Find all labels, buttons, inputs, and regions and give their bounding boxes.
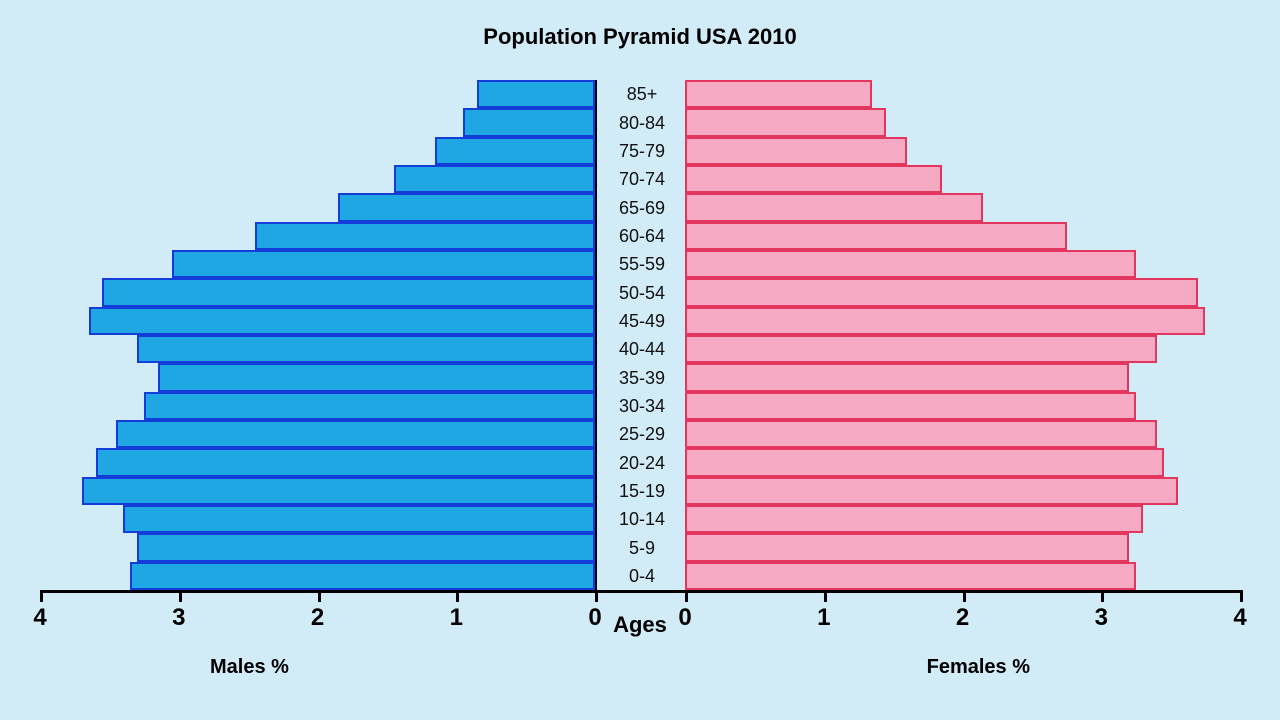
female-bar — [685, 193, 983, 221]
age-label: 35-39 — [597, 369, 687, 387]
axis-tick — [824, 590, 827, 602]
female-bar — [685, 533, 1129, 561]
female-bar — [685, 420, 1157, 448]
male-bar — [137, 533, 595, 561]
age-label: 80-84 — [597, 114, 687, 132]
male-bar — [89, 307, 595, 335]
male-bar — [477, 80, 595, 108]
female-bar — [685, 108, 886, 136]
axis-tick — [179, 590, 182, 602]
age-labels-column: 85+ 80-84 75-79 70-74 65-69 60-64 55-59 50-54 45… — [595, 80, 689, 590]
age-label: 50-54 — [597, 284, 687, 302]
female-bar — [685, 335, 1157, 363]
axis-tick — [963, 590, 966, 602]
age-label: 25-29 — [597, 425, 687, 443]
female-bar — [685, 477, 1178, 505]
females-label: Females % — [927, 656, 1030, 679]
male-bar — [394, 165, 595, 193]
female-bar — [685, 278, 1198, 306]
male-bar — [137, 335, 595, 363]
axis-tick — [685, 590, 688, 602]
age-label: 70-74 — [597, 170, 687, 188]
age-label: 55-59 — [597, 255, 687, 273]
female-bar — [685, 80, 872, 108]
age-label: 30-34 — [597, 397, 687, 415]
male-bars — [40, 80, 595, 590]
age-label: 15-19 — [597, 482, 687, 500]
age-label: 20-24 — [597, 454, 687, 472]
age-label: 45-49 — [597, 312, 687, 330]
age-label: 0-4 — [597, 567, 687, 585]
male-bar — [123, 505, 595, 533]
axis-tick — [595, 590, 598, 602]
age-label: 40-44 — [597, 340, 687, 358]
female-bar — [685, 165, 942, 193]
female-bar — [685, 250, 1136, 278]
male-bar — [96, 448, 596, 476]
male-bar — [435, 137, 595, 165]
male-bar — [255, 222, 595, 250]
axis-tick — [1101, 590, 1104, 602]
axis-tick — [456, 590, 459, 602]
female-bar — [685, 137, 907, 165]
male-bar — [144, 392, 595, 420]
age-label: 10-14 — [597, 510, 687, 528]
male-bar — [172, 250, 595, 278]
male-bar — [130, 562, 595, 590]
male-bar — [158, 363, 595, 391]
axis-tick — [318, 590, 321, 602]
female-bar — [685, 392, 1136, 420]
female-bar — [685, 562, 1136, 590]
age-label: 5-9 — [597, 539, 687, 557]
x-axis-line — [40, 590, 1240, 593]
male-bar — [338, 193, 595, 221]
age-label: 85+ — [597, 85, 687, 103]
chart-title: Population Pyramid USA 2010 — [0, 24, 1280, 50]
age-label: 75-79 — [597, 142, 687, 160]
female-bar — [685, 307, 1205, 335]
male-bar — [102, 278, 595, 306]
ages-axis-label: Ages — [0, 612, 1280, 638]
female-bar — [685, 363, 1129, 391]
female-bar — [685, 505, 1143, 533]
female-bar — [685, 222, 1067, 250]
male-bar — [82, 477, 595, 505]
age-label: 60-64 — [597, 227, 687, 245]
male-bar — [463, 108, 595, 136]
axis-tick — [40, 590, 43, 602]
males-label: Males % — [210, 656, 289, 679]
male-bar — [116, 420, 595, 448]
chart-area: 85+ 80-84 75-79 70-74 65-69 60-64 55-59 50-54 45… — [40, 80, 1240, 590]
age-label: 65-69 — [597, 199, 687, 217]
axis-tick — [1240, 590, 1243, 602]
female-bar — [685, 448, 1164, 476]
female-bars — [685, 80, 1240, 590]
